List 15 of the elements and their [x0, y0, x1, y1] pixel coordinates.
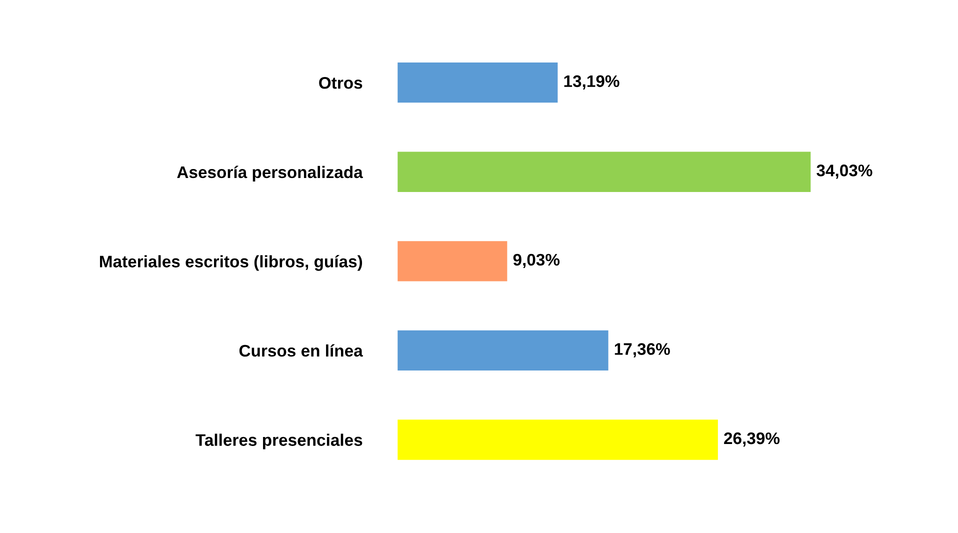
bar: [398, 330, 608, 371]
y-tick-label: Otros: [319, 76, 362, 89]
bar: [398, 420, 718, 460]
data-label: 34,03%: [816, 164, 872, 179]
y-tick-label: Cursos en línea: [239, 344, 363, 357]
y-tick-label: Asesoría personalizada: [177, 166, 363, 182]
data-label: 26,39%: [724, 432, 780, 447]
y-tick-label: Talleres presenciales: [196, 434, 362, 450]
data-label: 13,19%: [564, 75, 620, 90]
data-label: 17,36%: [614, 343, 670, 358]
bar: [398, 62, 558, 103]
bar: [398, 152, 811, 192]
y-tick-label: Materiales escritos (libros, guías): [100, 255, 362, 271]
data-label: 9,03%: [513, 254, 560, 268]
bar: [398, 241, 508, 282]
